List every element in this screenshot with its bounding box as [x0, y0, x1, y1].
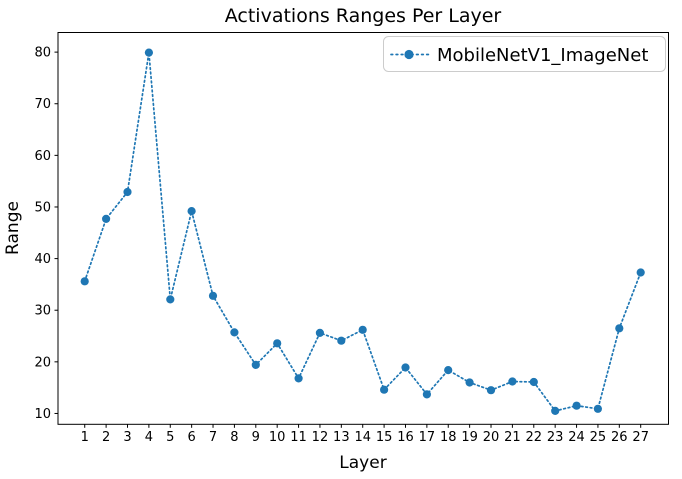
data-point-marker — [444, 366, 453, 375]
x-tick-label: 22 — [526, 430, 543, 445]
x-tick-label: 21 — [504, 430, 521, 445]
legend: MobileNetV1_ImageNet — [383, 36, 666, 72]
axis-ticks: 1 2 3 4 5 6 7 8 9 10 11 12 13 14 15 16 17 18 19 20 21 22 23 24 2… — [34, 46, 649, 445]
data-point-marker — [294, 374, 303, 383]
x-axis-label: Layer — [339, 453, 386, 473]
x-tick-label: 23 — [547, 430, 564, 445]
x-tick-label: 13 — [333, 430, 350, 445]
data-point-marker — [251, 360, 260, 369]
data-series — [80, 48, 645, 415]
x-tick-label: 15 — [376, 430, 393, 445]
plot-area-border — [57, 32, 669, 425]
y-tick-label: 10 — [34, 407, 51, 422]
x-tick-label: 12 — [312, 430, 329, 445]
data-point-marker — [486, 386, 496, 395]
data-point-marker — [465, 378, 474, 387]
x-tick-label: 19 — [461, 430, 478, 445]
data-point-marker — [401, 363, 410, 372]
x-tick-label: 27 — [632, 430, 649, 445]
x-tick-label: 2 — [102, 430, 110, 445]
data-point-marker — [551, 406, 560, 415]
data-point-marker — [187, 207, 196, 216]
legend-box — [383, 36, 666, 72]
data-point-marker — [123, 187, 132, 197]
data-point-marker — [144, 48, 153, 57]
x-tick-label: 26 — [611, 430, 628, 445]
x-tick-label: 24 — [568, 430, 585, 445]
y-axis-label: Range — [3, 201, 23, 255]
data-point-marker — [337, 336, 346, 345]
data-point-marker — [358, 325, 367, 334]
data-point-marker — [273, 339, 282, 348]
data-point-marker — [102, 214, 111, 223]
x-tick-label: 11 — [290, 430, 307, 445]
data-point-marker — [422, 390, 431, 399]
data-point-marker — [315, 328, 324, 337]
data-point-marker — [166, 295, 175, 304]
x-tick-label: 18 — [440, 430, 457, 445]
data-point-marker — [208, 291, 218, 300]
y-tick-label: 30 — [34, 304, 51, 319]
legend-sample-marker — [404, 49, 414, 60]
x-tick-label: 16 — [397, 430, 414, 445]
x-tick-label: 14 — [354, 430, 371, 445]
data-point-marker — [593, 404, 603, 413]
y-tick-label: 40 — [34, 252, 51, 267]
x-tick-label: 10 — [269, 430, 286, 445]
x-tick-label: 4 — [145, 430, 153, 445]
x-tick-label: 9 — [252, 430, 260, 445]
chart-title: Activations Ranges Per Layer — [225, 5, 502, 27]
y-tick-label: 50 — [34, 200, 51, 215]
data-point-marker — [380, 385, 389, 394]
x-tick-label: 5 — [166, 430, 174, 445]
data-point-marker — [529, 377, 538, 387]
x-tick-label: 6 — [188, 430, 196, 445]
data-point-marker — [572, 401, 581, 410]
data-point-marker — [508, 377, 517, 386]
y-tick-label: 20 — [34, 355, 51, 370]
y-tick-label: 70 — [34, 97, 51, 112]
y-tick-label: 80 — [34, 46, 51, 61]
data-point-marker — [80, 277, 89, 286]
y-tick-label: 60 — [34, 149, 51, 164]
legend-entry-label: MobileNetV1_ImageNet — [437, 45, 648, 66]
x-tick-label: 8 — [230, 430, 238, 445]
data-point-marker — [615, 324, 624, 333]
data-point-marker — [636, 268, 645, 277]
x-tick-label: 20 — [483, 430, 500, 445]
x-tick-label: 1 — [81, 430, 89, 445]
x-tick-label: 3 — [123, 430, 131, 445]
data-point-marker — [230, 328, 239, 337]
x-tick-label: 25 — [590, 430, 607, 445]
x-tick-label: 7 — [209, 430, 217, 445]
x-tick-label: 17 — [419, 430, 436, 445]
series-line — [83, 52, 642, 412]
